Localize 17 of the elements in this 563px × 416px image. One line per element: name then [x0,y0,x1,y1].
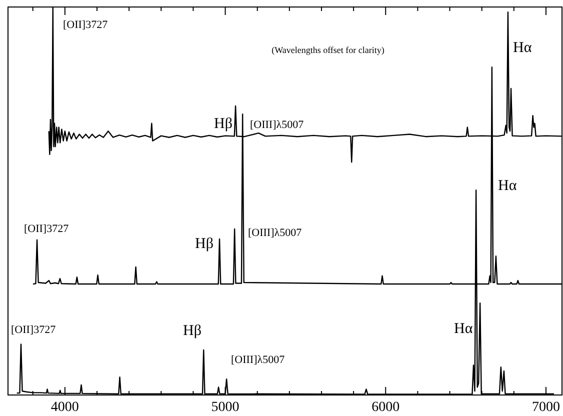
annotation: Hα [498,178,517,194]
x-tick-label: 6000 [372,400,400,415]
annotation: [OIII]λ5007 [231,354,286,366]
x-tick-label: 4000 [50,400,79,415]
annotation: [OII]3727 [11,324,56,336]
annotation: Hα [454,321,473,337]
annotation: [OIII]λ5007 [248,227,302,239]
annotation: Hβ [214,116,232,132]
annotation: (Wavelengths offset for clarity) [272,45,384,55]
annotation: Hβ [183,323,202,339]
annotation: [OII]3727 [63,19,108,31]
annotation: Hβ [195,236,214,252]
x-tick-label: 7000 [532,400,560,415]
x-tick-label: 5000 [211,400,240,415]
annotation: [OII]3727 [24,223,70,235]
annotation: Hα [513,40,532,56]
annotation: [OIII]λ5007 [250,119,304,131]
